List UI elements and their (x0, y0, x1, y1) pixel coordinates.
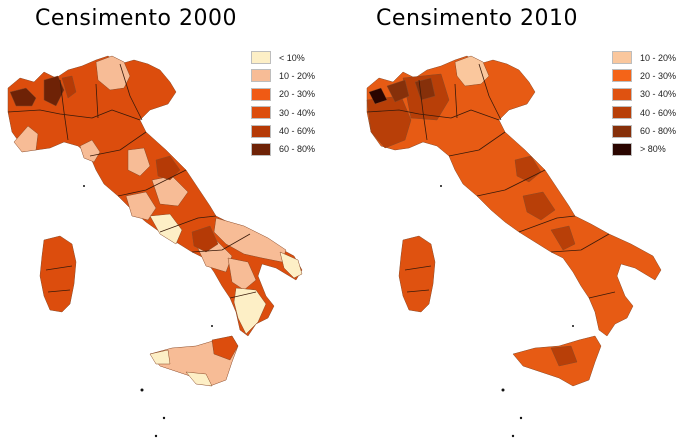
map-title-2000: Censimento 2000 (35, 6, 237, 31)
region-abruzzo (522, 191, 556, 221)
mainland (366, 55, 662, 337)
legend-item: > 80% (612, 142, 676, 157)
legend-label: < 10% (279, 52, 305, 63)
region-lazio-coast (149, 213, 183, 245)
region-aosta (368, 87, 388, 105)
legend-swatch (612, 87, 632, 101)
island-dot (501, 388, 505, 392)
legend-label: 20 - 30% (640, 70, 677, 81)
sicily-west (149, 349, 171, 365)
sardinia (398, 235, 436, 313)
legend-label: 10 - 20% (640, 52, 677, 63)
legend-label: 60 - 80% (640, 126, 677, 137)
legend-item: 20 - 30% (612, 68, 676, 83)
region-lombardy-east (61, 75, 77, 99)
region-alto-adige (454, 55, 490, 87)
island-dot (83, 185, 85, 187)
island-dot (211, 325, 213, 327)
legend-label: 30 - 40% (640, 89, 677, 100)
legend-swatch (612, 51, 632, 64)
region-salento (279, 251, 303, 279)
legend-item: 10 - 20% (612, 50, 676, 65)
legend-label: 20 - 30% (279, 89, 316, 100)
legend-swatch (251, 106, 271, 120)
island-dot (154, 434, 158, 438)
italy-choropleth-2000 (7, 55, 303, 438)
legend-swatch (251, 69, 271, 83)
region-toscana-east (127, 147, 151, 177)
island-dot (511, 434, 515, 438)
legend-item: 40 - 60% (251, 124, 315, 139)
legend-label: > 80% (640, 144, 666, 155)
legend-swatch (612, 106, 632, 120)
region-lombardy-north (43, 75, 65, 107)
legend-label: 30 - 40% (279, 107, 316, 118)
island-dot (440, 185, 442, 187)
map-title-2010: Censimento 2010 (376, 6, 578, 31)
region-alto-adige (95, 55, 131, 91)
region-marche (155, 155, 181, 181)
region-liguria (79, 139, 101, 163)
region-lombardy-center (414, 77, 436, 101)
legend-item: 40 - 60% (612, 105, 676, 120)
italy-choropleth-2010 (366, 55, 662, 438)
sicily-south (185, 371, 213, 387)
legend-2000: < 10% 10 - 20% 20 - 30% 30 - 40% 40 - 60… (251, 50, 315, 160)
legend-item: 60 - 80% (612, 124, 676, 139)
legend-item: 60 - 80% (251, 142, 315, 157)
region-aosta (13, 125, 39, 153)
sardinia (39, 235, 77, 313)
island-dot (519, 416, 523, 420)
region-piedmont (366, 95, 412, 149)
island-dot (572, 325, 574, 327)
legend-label: 10 - 20% (279, 70, 316, 81)
legend-item: 30 - 40% (612, 87, 676, 102)
region-piedmont-west (9, 87, 37, 107)
island-dot (140, 388, 144, 392)
legend-swatch (251, 51, 271, 64)
legend-swatch (612, 142, 632, 156)
legend-2010: 10 - 20% 20 - 30% 30 - 40% 40 - 60% 60 -… (612, 50, 676, 160)
legend-label: 40 - 60% (279, 126, 316, 137)
sicily-center (550, 345, 578, 367)
region-calabria (233, 287, 267, 335)
region-piedmont-north (386, 79, 410, 103)
legend-swatch (251, 87, 271, 101)
map-panel-2010: Censimento 2010 (345, 0, 689, 441)
region-molise (550, 225, 576, 251)
region-molise (191, 225, 219, 253)
legend-swatch (612, 69, 632, 83)
island-dot (162, 416, 166, 420)
legend-item: 20 - 30% (251, 87, 315, 102)
legend-item: 10 - 20% (251, 68, 315, 83)
legend-swatch (251, 142, 271, 156)
legend-label: 60 - 80% (279, 144, 316, 155)
region-basilicata (227, 257, 257, 291)
region-lazio-south (125, 191, 157, 221)
legend-swatch (612, 124, 632, 138)
region-puglia (213, 217, 287, 263)
legend-swatch (251, 124, 271, 138)
legend-item: < 10% (251, 50, 315, 65)
sicily-east (211, 335, 239, 361)
legend-label: 40 - 60% (640, 107, 677, 118)
legend-item: 30 - 40% (251, 105, 315, 120)
map-panel-2000: Censimento 2000 (0, 0, 344, 441)
